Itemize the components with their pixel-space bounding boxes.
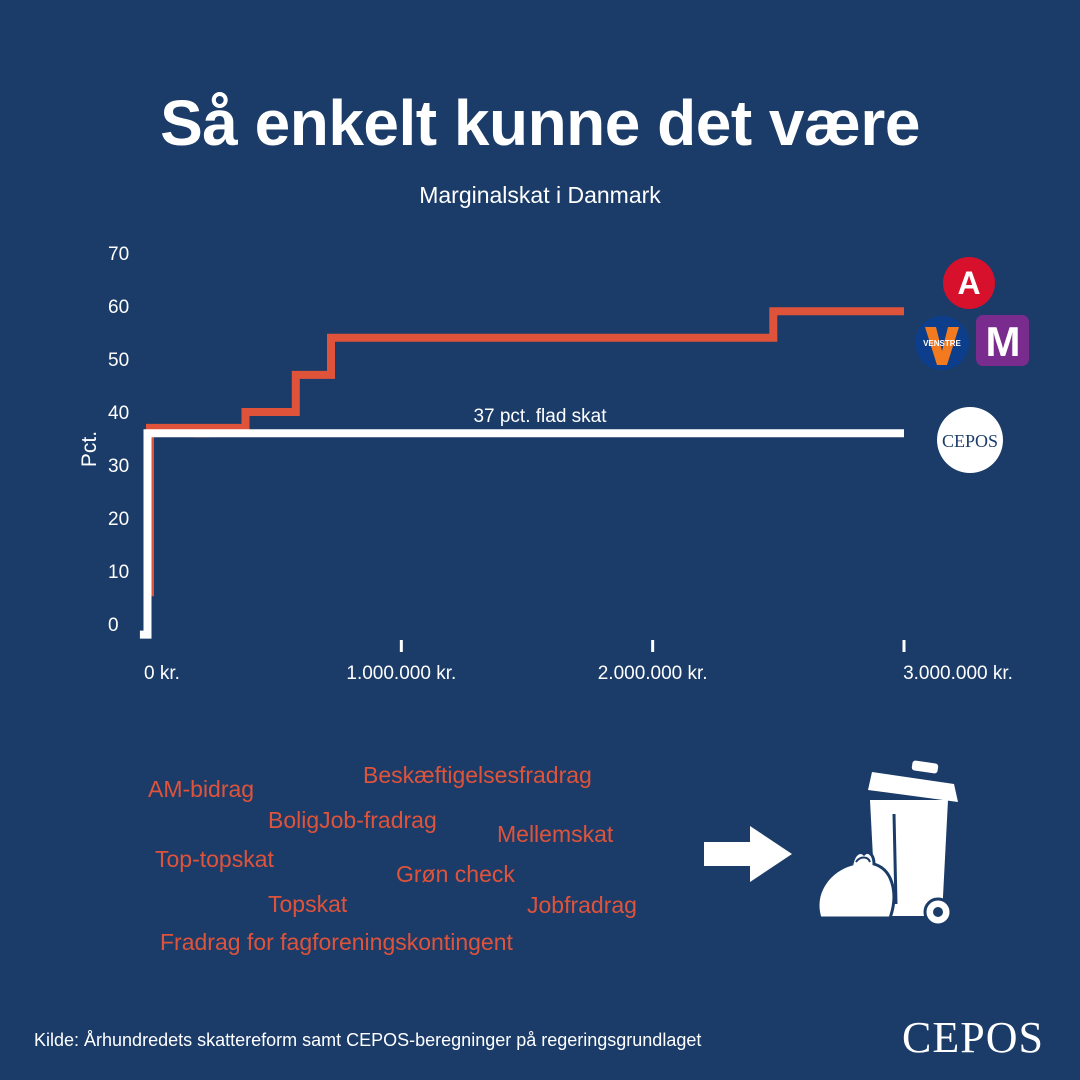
source-note: Kilde: Århundredets skattereform samt CE… [34,1030,702,1050]
y-tick-label: 0 [108,615,119,636]
venstre-logo: VENSTRE [915,316,969,370]
deduction-item: BoligJob-fradrag [268,807,437,833]
deduction-item: Top-topskat [155,846,274,872]
socialdemokratiet-logo: A [943,257,995,309]
series-layer [139,307,904,639]
chart-subtitle: Marginalskat i Danmark [419,182,661,208]
y-tick-label: 10 [108,562,129,583]
y-tick-label: 50 [108,350,129,371]
y-tick-label: 20 [108,509,129,530]
x-tick-label: 0 kr. [144,663,180,684]
marginal-tax-chart: 0 10 20 30 40 50 60 70 0 kr. 1.000.000 kr. 2.000.… [78,244,1013,684]
party-letter-m: M [986,318,1021,365]
y-tick-label: 30 [108,456,129,477]
deduction-item: AM-bidrag [148,776,255,802]
x-axis: 0 kr. 1.000.000 kr. 2.000.000 kr. 3.000.000… [144,640,1013,684]
deduction-item: Jobfradrag [527,892,637,918]
cepos-logo: CEPOS [902,1013,1044,1062]
trash-bin-icon [816,760,958,927]
deduction-item: Mellemskat [497,821,614,847]
deduction-item: Fradrag for fagforeningskontingent [160,929,513,955]
flat-tax-annotation: 37 pct. flad skat [473,406,607,427]
y-axis-label: Pct. [78,431,101,467]
x-tick-label: 3.000.000 kr. [903,663,1013,684]
y-tick-label: 60 [108,297,129,318]
arrow-right-icon [704,826,792,882]
deduction-item: Beskæftigelsesfradrag [363,762,592,788]
page-title: Så enkelt kunne det være [160,87,920,159]
current-tax-line [145,307,904,597]
cepos-badge: CEPOS [937,407,1003,473]
moderaterne-logo: M [976,315,1029,366]
deduction-item: Topskat [268,891,348,917]
x-tick-label: 1.000.000 kr. [346,663,456,684]
y-axis: 0 10 20 30 40 50 60 70 [108,244,129,636]
party-letter-a: A [957,265,980,301]
flat-tax-line [139,429,904,639]
venstre-text: VENSTRE [923,339,961,348]
y-tick-label: 70 [108,244,129,265]
deduction-item: Grøn check [396,861,515,887]
cepos-badge-text: CEPOS [942,431,998,451]
y-tick-label: 40 [108,403,129,424]
x-tick-label: 2.000.000 kr. [598,663,708,684]
